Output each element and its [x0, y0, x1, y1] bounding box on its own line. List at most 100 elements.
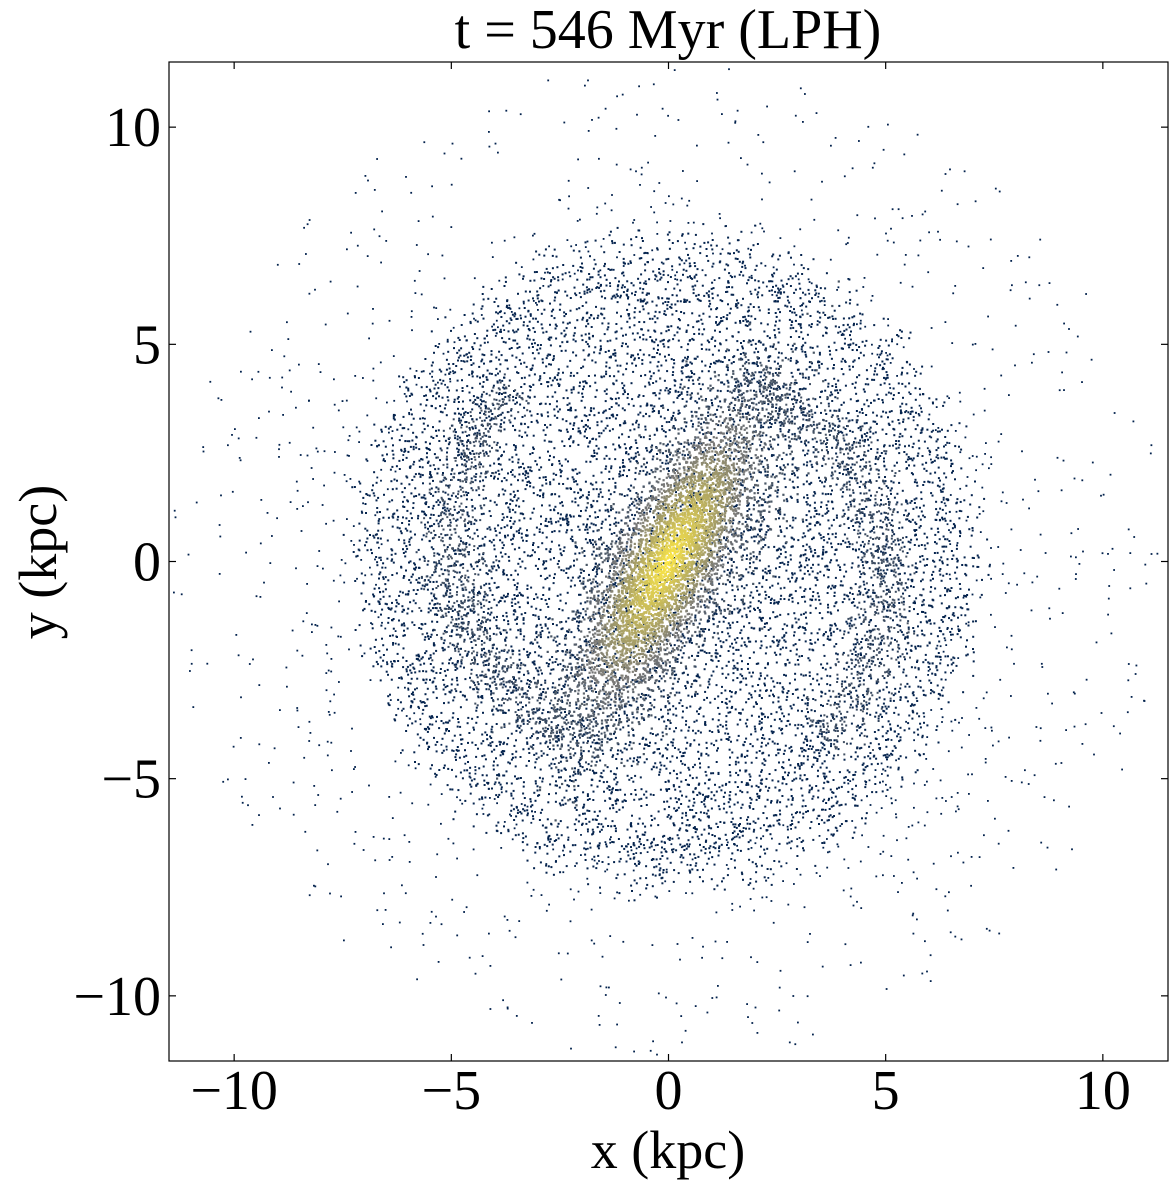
particle	[487, 612, 489, 615]
particle	[498, 560, 501, 563]
particle	[901, 435, 904, 438]
particle	[701, 649, 704, 652]
particle	[773, 545, 776, 548]
particle	[789, 285, 792, 287]
particle	[813, 515, 816, 518]
particle	[789, 310, 792, 312]
particle	[502, 324, 505, 327]
particle	[539, 768, 542, 771]
particle	[432, 504, 435, 507]
particle	[424, 622, 427, 625]
particle	[577, 525, 580, 528]
particle	[632, 780, 635, 783]
particle	[489, 419, 492, 422]
particle	[562, 803, 565, 806]
particle	[503, 285, 506, 287]
particle	[885, 739, 887, 741]
particle	[549, 702, 552, 705]
particle	[880, 550, 883, 553]
particle	[548, 574, 551, 577]
particle	[384, 445, 387, 448]
particle	[519, 667, 522, 670]
particle	[763, 876, 766, 879]
particle	[473, 522, 476, 525]
particle	[524, 664, 527, 667]
particle	[390, 480, 393, 483]
particle	[645, 338, 648, 341]
particle	[721, 631, 724, 634]
particle	[540, 692, 543, 695]
particle	[417, 514, 420, 517]
particle	[759, 341, 762, 344]
particle	[491, 472, 494, 474]
particle	[745, 613, 748, 616]
particle	[570, 371, 573, 374]
particle	[772, 693, 774, 696]
particle	[390, 553, 393, 556]
particle	[638, 840, 641, 843]
particle	[804, 702, 807, 705]
particle	[485, 451, 488, 454]
particle	[804, 738, 807, 741]
particle	[556, 416, 559, 419]
particle	[771, 273, 774, 276]
particle	[436, 472, 439, 475]
particle	[826, 683, 829, 686]
particle	[803, 774, 806, 777]
particle	[590, 326, 593, 328]
particle	[965, 574, 968, 577]
particle	[512, 535, 515, 538]
particle	[965, 564, 968, 567]
particle	[760, 726, 763, 729]
particle	[546, 818, 549, 821]
particle	[675, 310, 678, 312]
particle	[797, 764, 800, 767]
particle	[603, 333, 606, 336]
particle	[904, 637, 906, 640]
particle	[499, 783, 502, 786]
particle	[568, 321, 571, 324]
particle	[478, 553, 481, 556]
particle	[638, 497, 640, 500]
particle	[885, 485, 888, 488]
particle	[833, 622, 836, 625]
particle	[937, 466, 940, 469]
particle	[726, 314, 729, 317]
particle	[695, 502, 698, 505]
particle	[694, 787, 697, 790]
particle	[497, 673, 500, 676]
particle	[643, 761, 646, 764]
particle	[835, 483, 838, 486]
particle	[836, 727, 839, 730]
particle	[623, 286, 626, 289]
particle	[665, 387, 668, 389]
particle	[662, 871, 665, 874]
particle	[413, 460, 416, 463]
particle	[616, 414, 619, 417]
particle	[517, 461, 520, 464]
particle	[604, 503, 607, 506]
particle	[561, 440, 564, 443]
particle	[568, 726, 571, 728]
particle	[571, 576, 574, 579]
particle	[787, 343, 790, 346]
particle	[835, 386, 838, 388]
particle	[926, 724, 929, 727]
particle	[764, 852, 767, 855]
particle	[502, 629, 505, 632]
particle	[689, 275, 691, 278]
particle	[429, 474, 432, 477]
particle	[412, 445, 415, 448]
particle	[669, 772, 672, 775]
particle	[817, 563, 820, 566]
particle	[539, 608, 542, 611]
particle	[516, 342, 519, 345]
particle	[806, 702, 809, 705]
particle	[921, 736, 924, 739]
particle	[847, 790, 850, 793]
particle	[809, 587, 812, 590]
particle	[693, 815, 696, 818]
particle	[863, 756, 866, 759]
particle	[625, 451, 628, 453]
particle	[575, 707, 578, 710]
